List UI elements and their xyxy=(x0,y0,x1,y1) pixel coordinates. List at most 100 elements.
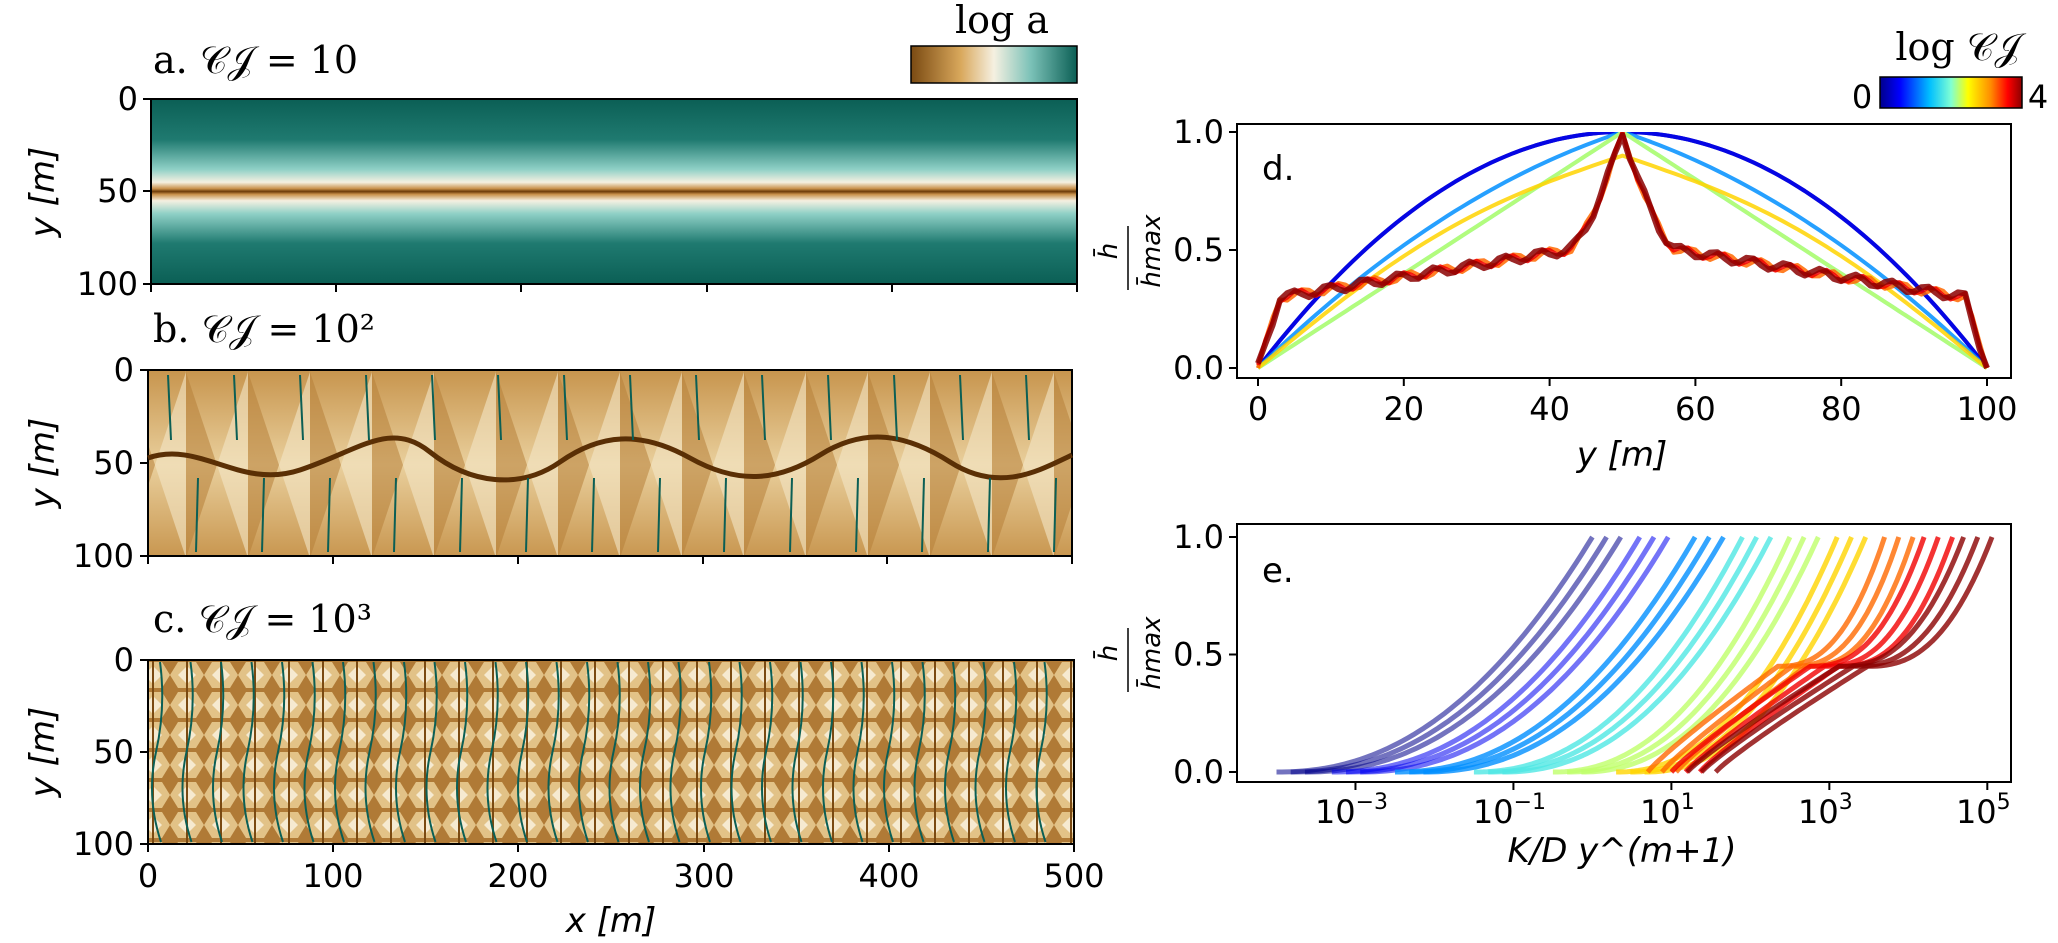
xtick-e: 105 xyxy=(1956,790,2011,831)
channel-c xyxy=(852,661,865,843)
panel-c-title: c. 𝒞𝒥 = 10³ xyxy=(153,597,372,641)
tributary-b xyxy=(695,374,700,441)
ytick-b-0: 0 xyxy=(114,351,134,389)
tributary-b xyxy=(789,477,793,553)
tributary-b xyxy=(195,477,199,553)
channel-c xyxy=(883,661,896,843)
xtick-c-2: 200 xyxy=(487,857,548,895)
colorbar-a xyxy=(910,45,1078,84)
lines-e xyxy=(1276,535,1995,775)
line-e-logC-3 xyxy=(1660,536,1902,774)
line-e-logC-1.5 xyxy=(1502,535,1774,775)
tributary-b xyxy=(987,477,991,553)
colorbar-a-label: log a xyxy=(955,0,1049,42)
channel-c xyxy=(730,661,743,843)
ytick-b-1: 50 xyxy=(93,444,134,482)
channel-c xyxy=(700,661,713,843)
panel-a-title: a. 𝒞𝒥 = 10 xyxy=(153,38,358,82)
tributary-b xyxy=(233,374,238,441)
tributary-b xyxy=(591,477,595,553)
channel-c xyxy=(456,661,469,843)
channel-c xyxy=(547,661,560,843)
line-e-logC-2 xyxy=(1581,535,1821,775)
line-e-logC-0.5 xyxy=(1346,535,1657,775)
tributary-b xyxy=(1053,477,1057,553)
xtick-e: 103 xyxy=(1798,790,1853,831)
tributaries-b xyxy=(167,374,1057,553)
heatmap-b xyxy=(147,369,1073,557)
line-e-logC-3.5 xyxy=(1683,536,1941,774)
line-e-logC-4 xyxy=(1713,536,1995,774)
tributary-b xyxy=(497,374,502,441)
channel-c xyxy=(913,661,926,843)
xtick-d: 0 xyxy=(1248,390,1268,428)
ytick-d: 0.5 xyxy=(1173,231,1224,269)
panel-c: c. 𝒞𝒥 = 10³ 0 50 100 0 100 200 300 400 5… xyxy=(23,597,1105,941)
xtick-e: 10−3 xyxy=(1315,790,1388,831)
ylabel-e-den: h̄max xyxy=(1135,616,1167,690)
line-e-logC-1.5 xyxy=(1473,535,1745,775)
channel-c xyxy=(303,661,316,843)
channel-c xyxy=(364,661,377,843)
panel-b-title: b. 𝒞𝒥 = 10² xyxy=(153,307,375,351)
panel-d: log 𝒞𝒥 0 4 d. 0 20 40 60 80 100 0.0 0.5 1.0 y [m… xyxy=(1092,25,2048,475)
ytick-e: 0.0 xyxy=(1173,753,1224,791)
tributary-b xyxy=(365,374,370,441)
ytick-a-2: 100 xyxy=(77,265,138,303)
panel-c-ticks xyxy=(140,659,1075,852)
tributary-b xyxy=(827,374,832,441)
line-e-logC-2 xyxy=(1567,535,1807,775)
line-d-logC-1 xyxy=(1256,132,1989,370)
channel-c xyxy=(212,661,225,843)
panel-e: e. 10−3 10−1 101 103 105 0.0 0.5 1.0 K/D y^(m+1… xyxy=(1092,518,2012,871)
xlabel-c: x [m] xyxy=(565,901,657,941)
tributary-b xyxy=(855,477,859,553)
xtick-d: 60 xyxy=(1675,390,1716,428)
ytick-c-2: 100 xyxy=(73,825,134,863)
channel-c xyxy=(486,661,499,843)
xtick-c-1: 100 xyxy=(302,857,363,895)
ytick-b-2: 100 xyxy=(73,537,134,575)
tributary-b xyxy=(327,477,331,553)
tributary-b xyxy=(657,477,661,553)
ylabel-d-den: h̄max xyxy=(1135,214,1167,288)
tributary-b xyxy=(525,477,529,553)
xtick-c-4: 400 xyxy=(858,857,919,895)
line-e-logC-0 xyxy=(1304,535,1623,775)
panel-b-ticks xyxy=(140,369,1073,564)
xtick-e: 101 xyxy=(1640,790,1695,831)
panel-d-label: d. xyxy=(1262,149,1294,189)
ytick-d: 0.0 xyxy=(1173,349,1224,387)
tributary-b xyxy=(459,477,463,553)
line-d-logC-2 xyxy=(1256,132,1989,370)
ylabel-e-num: h̄ xyxy=(1092,645,1124,661)
ticks-e: 10−3 10−1 101 103 105 0.0 0.5 1.0 xyxy=(1173,518,2011,831)
channel-c xyxy=(181,661,194,843)
channel-c xyxy=(669,661,682,843)
xtick-d: 100 xyxy=(1956,390,2017,428)
panel-a-xaxis-ticks xyxy=(143,98,1078,292)
channel-c xyxy=(791,661,804,843)
tributary-b xyxy=(893,374,898,441)
xtick-c-3: 300 xyxy=(673,857,734,895)
line-e-logC-2 xyxy=(1552,535,1793,775)
plot-area-e xyxy=(1236,523,2012,783)
xtick-c-0: 0 xyxy=(138,857,158,895)
channel-c xyxy=(1035,661,1048,843)
ylabel-b: y [m] xyxy=(23,418,63,510)
channel-c xyxy=(639,661,652,843)
channel-c xyxy=(1005,661,1018,843)
line-e-logC-3 xyxy=(1645,536,1887,774)
tributary-b xyxy=(261,477,265,553)
line-d-logC-0.5 xyxy=(1256,132,1989,370)
tributary-b xyxy=(761,374,766,441)
line-e-logC-1 xyxy=(1423,535,1726,775)
colorbar-d-min: 0 xyxy=(1852,78,1872,116)
channel-c xyxy=(974,661,987,843)
channel-c xyxy=(242,661,255,843)
ylabel-c: y [m] xyxy=(23,707,63,799)
xtick-c-5: 500 xyxy=(1043,857,1104,895)
tributary-b xyxy=(723,477,727,553)
channel-c xyxy=(334,661,347,843)
channel-c xyxy=(944,661,957,843)
